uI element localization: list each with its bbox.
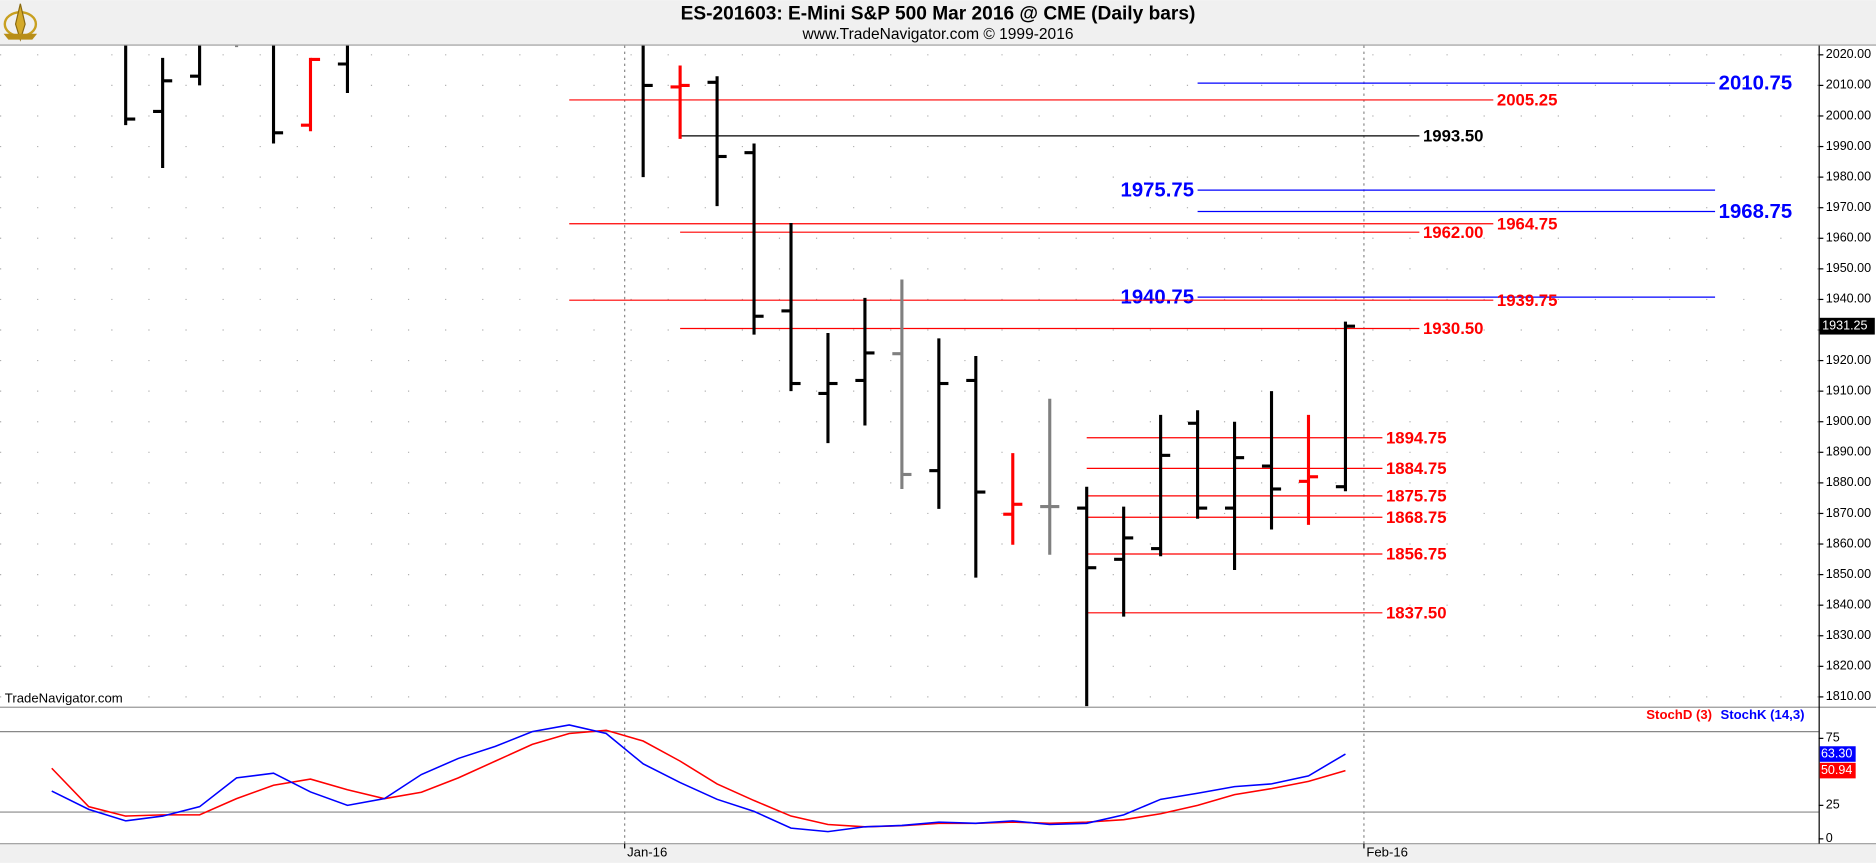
header-bar [0,0,1876,45]
level-label: 1968.75 [1719,201,1792,223]
y-tick-label: 1830.00 [1826,628,1871,642]
chart-subtitle: www.TradeNavigator.com © 1999-2016 [802,26,1074,43]
level-label: 1940.75 [1121,287,1194,309]
level-label: 1993.50 [1423,126,1484,145]
legend-entry: StochK (14,3) [1720,707,1804,722]
level-label: 1884.75 [1386,459,1447,478]
price-plot: 2010.75 2005.25 1993.50 1975.75 1968.75 1964.… [124,45,1792,707]
y-tick-label: 1910.00 [1826,383,1871,397]
y-tick-label: 1980.00 [1826,169,1871,183]
value-label-box [1819,762,1856,779]
y-tick-label: 1900.00 [1826,414,1871,428]
level-label: 1930.50 [1423,319,1484,338]
x-tick-label: Jan-16 [627,845,667,860]
y-tick-label: 1950.00 [1826,261,1871,275]
level-label: 1894.75 [1386,428,1447,447]
y-tick-label: 2010.00 [1826,78,1871,92]
y-tick-label: 75 [1826,731,1840,745]
level-label: 1856.75 [1386,545,1447,564]
stoch-line [51,729,1346,828]
axes: 1810.00 1820.00 1830.00 1840.00 1850.00 1860.… [624,47,1875,860]
value-label-box [1819,746,1856,762]
level-label: 1964.75 [1497,214,1558,233]
y-tick-label: 1880.00 [1826,475,1871,489]
grid [0,45,1819,844]
y-tick-label: 1970.00 [1826,200,1871,214]
legend-entry: StochD (3) [1646,707,1712,722]
logo-base [3,33,38,40]
y-tick-label: 1940.00 [1826,292,1871,306]
value-label: 50.94 [1821,763,1852,777]
stoch-plot [0,724,1819,833]
level-label: 2010.75 [1719,73,1792,95]
y-tick-label: 1850.00 [1826,567,1871,581]
y-tick-label: 2000.00 [1826,108,1871,122]
value-label: 63.30 [1821,746,1852,760]
level-label: 1875.75 [1386,486,1447,505]
y-tick-label: 1890.00 [1826,445,1871,459]
level-label: 1837.50 [1386,603,1447,622]
level-label: 1939.75 [1497,291,1558,310]
level-label: 1962.00 [1423,223,1484,242]
y-tick-label: 1870.00 [1826,506,1871,520]
y-tick-label: 1820.00 [1826,659,1871,673]
y-tick-label: 1920.00 [1826,353,1871,367]
level-label: 1868.75 [1386,508,1447,527]
y-tick-label: 2020.00 [1826,47,1871,61]
y-tick-label: 25 [1826,798,1840,812]
chart-title: ES-201603: E-Mini S&P 500 Mar 2016 @ CME… [681,4,1196,25]
y-tick-label: 1840.00 [1826,597,1871,611]
x-tick-label: Feb-16 [1366,845,1408,860]
logo [3,3,38,42]
y-tick-label: 1960.00 [1826,231,1871,245]
level-label: 1975.75 [1121,180,1194,202]
date-strip [0,843,1876,863]
last-price-box [1819,317,1875,335]
y-tick-label: 1990.00 [1826,139,1871,153]
y-tick-label: 0 [1826,831,1833,845]
y-tick-label: 1810.00 [1826,689,1871,703]
level-label: 2005.25 [1497,91,1558,110]
last-price-label: 1931.25 [1822,318,1867,332]
stoch-line [51,724,1346,833]
watermark: TradeNavigator.com [5,690,123,705]
y-tick-label: 1860.00 [1826,536,1871,550]
